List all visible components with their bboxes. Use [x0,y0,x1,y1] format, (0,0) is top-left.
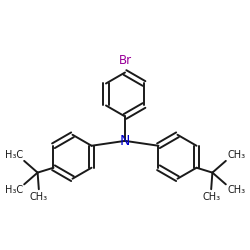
Text: CH₃: CH₃ [30,192,48,202]
Text: CH₃: CH₃ [227,150,245,160]
Text: CH₃: CH₃ [227,185,245,195]
Text: N: N [120,134,130,148]
Text: H₃C: H₃C [5,185,23,195]
Text: Br: Br [118,54,132,67]
Text: CH₃: CH₃ [202,192,220,202]
Text: H₃C: H₃C [5,150,23,160]
